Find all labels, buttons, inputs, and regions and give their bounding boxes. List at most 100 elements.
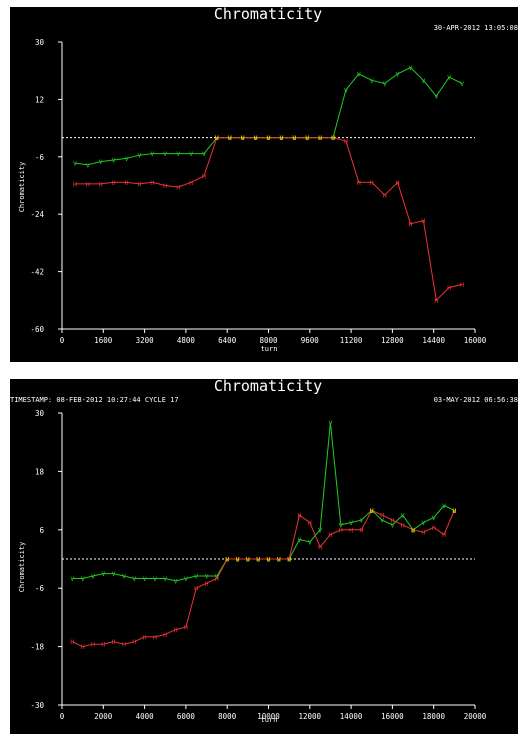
x-tick-label: 8000 [218,712,237,721]
data-point-h: H [215,134,219,142]
data-point-h: H [383,192,387,200]
data-point-h: H [176,184,180,192]
y-tick-label: -6 [35,153,45,162]
data-point-h: H [137,180,141,188]
x-tick-label: 16000 [464,336,487,345]
data-point-h: H [452,507,456,515]
data-point-v: V [215,134,219,142]
chart-title: Chromaticity [214,379,322,395]
data-point-h: H [421,217,425,225]
data-point-h: H [409,220,413,228]
data-point-v: V [452,507,456,515]
data-point-h: H [215,575,219,583]
chart-top-svg: Chromaticity 30-APR-2012 13:05:08 turn C… [18,7,518,353]
data-point-v: V [70,575,74,583]
x-tick-label: 20000 [464,712,487,721]
data-point-v: V [383,80,387,88]
data-point-h: H [308,519,312,527]
data-point-h: H [99,180,103,188]
x-tick-label: 8000 [259,336,278,345]
y-tick-label: -24 [30,210,44,219]
data-point-h: H [370,507,374,515]
data-point-h: H [228,134,232,142]
x-tick-label: 1600 [94,336,113,345]
data-point-h: H [194,585,198,593]
data-point-h: H [318,543,322,551]
data-point-h: H [153,633,157,641]
data-point-h: H [122,641,126,649]
data-point-v: V [236,556,240,564]
x-axis-label: turn [261,345,278,353]
data-point-v: V [370,77,374,85]
data-point-v: V [73,160,77,168]
data-point-h: H [421,529,425,537]
data-point-h: H [163,631,167,639]
data-point-h: H [132,638,136,646]
data-point-h: H [81,643,85,651]
data-point-v: V [349,519,353,527]
data-point-v: V [132,575,136,583]
x-tick-label: 10000 [257,712,280,721]
data-point-v: V [279,134,283,142]
x-tick-label: 4800 [177,336,196,345]
data-point-h: H [292,134,296,142]
x-tick-label: 3200 [136,336,155,345]
data-point-v: V [176,150,180,158]
data-point-h: H [150,179,154,187]
data-point-v: V [357,70,361,78]
data-point-h: H [277,556,281,564]
data-point-h: H [298,512,302,520]
data-point-h: H [112,179,116,187]
data-point-v: V [328,419,332,427]
data-point-v: V [112,570,116,578]
data-point-v: V [401,512,405,520]
data-point-v: V [411,526,415,534]
y-tick-label: -60 [30,325,44,334]
y-tick-label: -30 [30,701,44,710]
data-point-h: H [267,134,271,142]
data-point-h: H [339,526,343,534]
data-point-h: H [318,134,322,142]
chart-panel-top: Chromaticity 30-APR-2012 13:05:08 turn C… [10,7,518,362]
data-point-v: V [81,575,85,583]
data-point-v: V [143,575,147,583]
data-point-v: V [254,134,258,142]
x-tick-label: 9600 [301,336,320,345]
data-point-v: V [380,517,384,525]
x-tick-label: 12000 [299,712,322,721]
y-axis-label: Chromaticity [18,162,26,213]
data-point-h: H [434,297,438,305]
data-point-h: H [101,641,105,649]
y-tick-label: 18 [35,467,45,476]
data-point-h: H [279,134,283,142]
y-tick-label: 6 [39,526,44,535]
data-point-v: V [318,134,322,142]
y-tick-label: -18 [30,643,44,652]
x-tick-label: 2000 [94,712,113,721]
data-point-v: V [434,93,438,101]
series-line-v [74,66,463,166]
data-point-v: V [194,573,198,581]
data-point-h: H [401,521,405,529]
data-point-v: V [112,156,116,164]
data-point-v: V [184,575,188,583]
data-point-h: H [202,172,206,180]
x-axis-label: turn [261,716,278,724]
data-point-h: H [73,180,77,188]
data-point-v: V [432,514,436,522]
data-point-h: H [225,556,229,564]
data-point-h: H [305,134,309,142]
data-point-v: V [150,150,154,158]
series-line-v [72,422,455,582]
x-tick-label: 4000 [136,712,155,721]
data-point-v: V [447,74,451,82]
x-tick-label: 14400 [422,336,445,345]
data-point-v: V [390,521,394,529]
data-point-h: H [254,134,258,142]
data-point-v: V [137,152,141,160]
chart-panel-bottom: Chromaticity TIMESTAMP: 08-FEB-2012 10:2… [10,379,518,734]
data-point-h: H [396,179,400,187]
data-point-h: H [460,281,464,289]
data-point-v: V [396,70,400,78]
data-point-v: V [246,556,250,564]
